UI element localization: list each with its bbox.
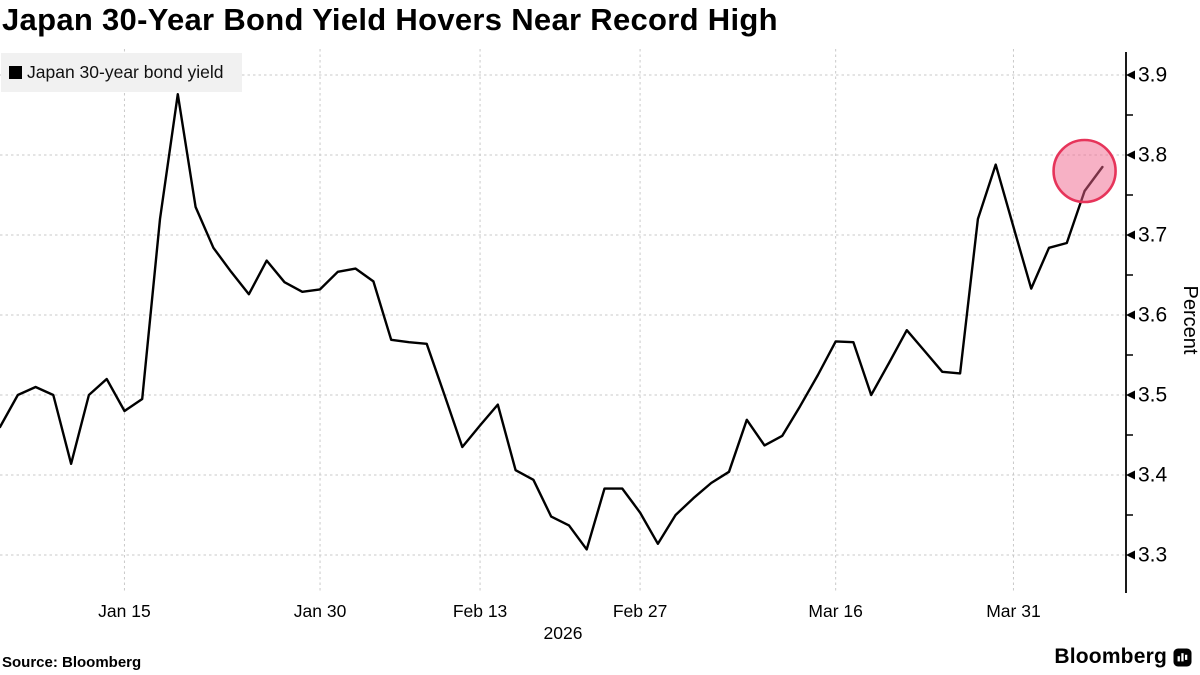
x-tick-label: Jan 15 <box>98 601 151 621</box>
y-tick-label: 3.6 <box>1138 304 1167 327</box>
y-tick-arrow-icon <box>1126 230 1135 240</box>
y-tick-arrow-icon <box>1126 150 1135 160</box>
x-tick-label: Feb 27 <box>613 601 667 621</box>
x-tick-label: Mar 31 <box>986 601 1040 621</box>
y-tick-arrow-icon <box>1126 70 1135 80</box>
x-axis-year-label: 2026 <box>544 623 583 643</box>
y-tick-arrow-icon <box>1126 470 1135 480</box>
y-tick-arrow-icon <box>1126 390 1135 400</box>
yield-line-series <box>0 92 1104 551</box>
legend-label: Japan 30-year bond yield <box>27 62 224 82</box>
x-tick-label: Mar 16 <box>808 601 862 621</box>
x-axis: Jan 15 Jan 30 Feb 13 Feb 27 Mar 16 Mar 31 2026 <box>98 601 1041 643</box>
y-tick-arrow-icon <box>1126 550 1135 560</box>
legend: Japan 30-year bond yield <box>1 53 242 92</box>
gridlines <box>0 49 1126 592</box>
bloomberg-brand: Bloomberg <box>1054 645 1192 669</box>
y-axis: 3.9 3.8 3.7 3.6 3.5 3.4 3.3 Percent <box>1125 52 1200 593</box>
source-label: Source: Bloomberg <box>2 654 142 671</box>
y-tick-label: 3.8 <box>1138 144 1167 167</box>
record-high-highlight-circle <box>1052 138 1117 204</box>
y-tick-label: 3.4 <box>1138 464 1168 487</box>
x-tick-label: Jan 30 <box>294 601 347 621</box>
y-tick-label: 3.5 <box>1138 384 1167 407</box>
bloomberg-logo-icon <box>1173 648 1192 666</box>
y-axis-title: Percent <box>1179 286 1200 355</box>
bloomberg-wordmark: Bloomberg <box>1054 645 1167 668</box>
y-tick-label: 3.9 <box>1138 64 1167 87</box>
x-tick-label: Feb 13 <box>453 601 507 621</box>
legend-swatch-icon <box>9 66 22 79</box>
y-tick-label: 3.7 <box>1138 224 1167 247</box>
y-tick-arrow-icon <box>1126 310 1135 320</box>
y-tick-label: 3.3 <box>1138 544 1167 567</box>
page-title: Japan 30-Year Bond Yield Hovers Near Rec… <box>2 2 778 37</box>
